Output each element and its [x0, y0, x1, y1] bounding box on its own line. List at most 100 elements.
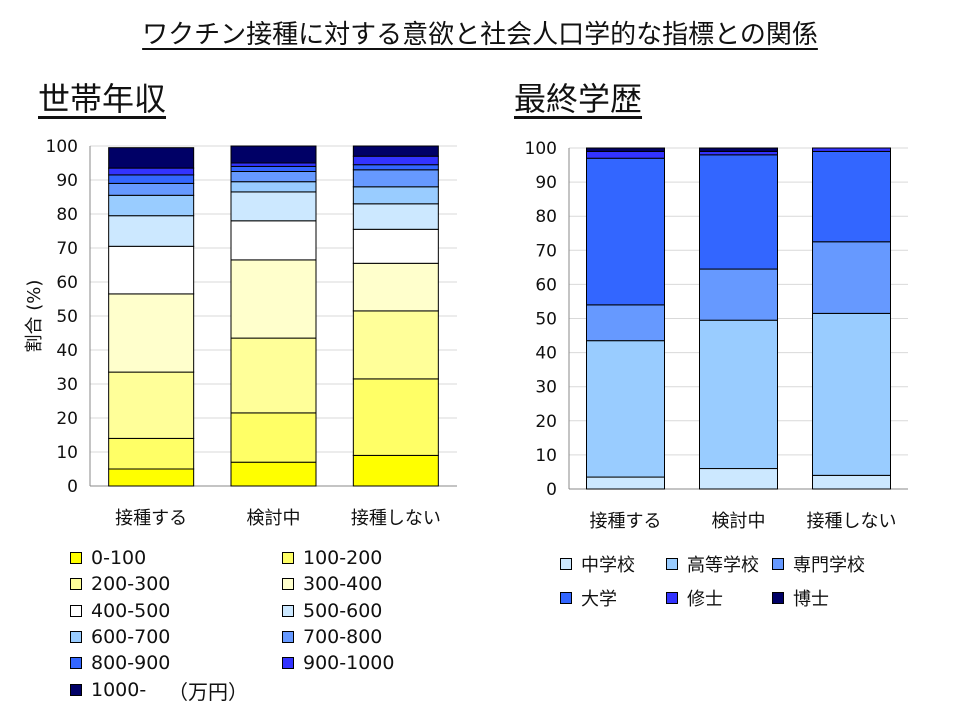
bar-segment [352, 228, 439, 264]
legend-label: 500-600 [303, 599, 383, 622]
y-tick-label: 20 [56, 409, 78, 429]
legend-item: 博士 [772, 585, 829, 611]
bar-segment [230, 412, 317, 463]
bar-segment [108, 371, 195, 439]
legend-swatch [282, 578, 294, 591]
unit-note: （万円） [168, 680, 248, 704]
bar-segment [352, 378, 439, 456]
legend-item: 600-700 [70, 626, 170, 648]
legend-item: 400-500 [70, 600, 170, 622]
y-tick-label: 30 [535, 378, 557, 398]
legend-label: 100-200 [303, 547, 383, 569]
legend-item: 700-800 [282, 626, 382, 648]
legend-label: 修士 [687, 589, 723, 610]
legend-label: 700-800 [303, 625, 383, 648]
legend-swatch [70, 657, 82, 670]
bar-segment [699, 150, 778, 156]
x-tick-label: 接種する [590, 511, 662, 532]
legend-item: 1000- [70, 679, 146, 701]
y-tick-label: 60 [535, 275, 557, 295]
y-tick-label: 40 [56, 341, 78, 361]
legend-swatch [282, 604, 294, 617]
y-tick-label: 50 [535, 310, 557, 330]
y-tick-label: 10 [535, 446, 557, 466]
x-tick-label: 接種しない [807, 511, 897, 532]
legend-swatch [70, 578, 82, 591]
legend-item: 300-400 [282, 573, 382, 595]
y-tick-label: 70 [56, 239, 78, 259]
legend-item: 専門学校 [772, 551, 865, 577]
legend-swatch [772, 558, 784, 570]
bar-segment [108, 147, 195, 169]
legend-swatch [666, 592, 678, 604]
income-chart-title: 世帯年収 [38, 80, 167, 118]
legend-label: 1000- [91, 678, 147, 701]
legend-swatch [70, 630, 82, 643]
y-tick-label: 30 [56, 375, 78, 395]
legend-item: 200-300 [70, 573, 170, 595]
bar-segment [586, 340, 665, 478]
legend-label: 専門学校 [793, 555, 865, 576]
legend-label: 400-500 [91, 599, 171, 622]
y-tick-label: 40 [535, 344, 557, 364]
legend-swatch [282, 657, 294, 670]
legend-swatch [282, 552, 294, 564]
bar-segment [812, 150, 891, 243]
legend-swatch [560, 592, 572, 604]
legend-swatch [70, 683, 82, 696]
legend-item: 800-900 [70, 652, 170, 674]
education-chart-title: 最終学歴 [514, 80, 643, 118]
legend-label: 200-300 [91, 573, 171, 596]
legend-item: 100-200 [282, 547, 382, 569]
y-tick-label: 80 [535, 207, 557, 227]
slide-title: ワクチン接種に対する意欲と社会人口学的な指標との関係 [142, 20, 818, 50]
legend-label: 中学校 [581, 555, 635, 576]
legend-swatch [666, 558, 678, 570]
bar-segment [352, 310, 439, 380]
y-tick-label: 60 [56, 273, 78, 293]
legend-item: 0-100 [70, 547, 146, 569]
y-tick-label: 100 [525, 139, 557, 159]
x-tick-label: 接種しない [351, 508, 441, 529]
y-tick-label: 80 [56, 205, 78, 225]
bar-segment [230, 220, 317, 261]
legend-label: 800-900 [91, 652, 171, 675]
y-tick-label: 70 [535, 241, 557, 261]
bar-segment [699, 268, 778, 321]
bar-segment [699, 319, 778, 470]
legend-label: 高等学校 [687, 555, 759, 576]
y-tick-label: 100 [46, 137, 78, 157]
bar-segment [586, 304, 665, 342]
bar-segment [699, 147, 778, 152]
legend-swatch [772, 592, 784, 604]
x-tick-label: 接種する [115, 508, 187, 529]
y-axis-label: 割合 (%) [24, 280, 45, 353]
y-tick-label: 0 [67, 477, 78, 497]
bar-segment [812, 312, 891, 476]
legend-item: 大学 [560, 585, 617, 611]
legend-swatch [282, 630, 294, 643]
income-stacked-bar-chart: 0 10 20 30 40 50 60 70 80 90 100 接種する 検討中 接種しない 割合 (%) [24, 137, 457, 529]
legend-item: 高等学校 [666, 551, 759, 577]
bar-segment [586, 147, 665, 152]
y-tick-label: 90 [56, 171, 78, 191]
x-tick-label: 検討中 [247, 508, 301, 529]
legend-swatch [560, 558, 572, 570]
legend-item: 500-600 [282, 600, 382, 622]
y-tick-label: 10 [56, 443, 78, 463]
legend-item: 900-1000 [282, 652, 394, 674]
legend-label: 0-100 [91, 547, 147, 569]
legend-swatch [70, 552, 82, 564]
legend-label: 300-400 [303, 573, 383, 596]
education-stacked-bar-chart: 0 10 20 30 40 50 60 70 80 90 100 接種する 検討中 接種しない [525, 139, 908, 532]
bar-segment [586, 157, 665, 306]
bar-segment [352, 145, 439, 157]
bar-segment [352, 454, 439, 487]
legend-item: 中学校 [560, 551, 635, 577]
legend-item: 修士 [666, 585, 723, 611]
legend-label: 900-1000 [303, 652, 395, 675]
y-tick-label: 0 [546, 480, 557, 500]
x-tick-label: 検討中 [712, 511, 766, 532]
legend-label: 博士 [793, 589, 829, 610]
legend-label: 大学 [581, 589, 617, 610]
